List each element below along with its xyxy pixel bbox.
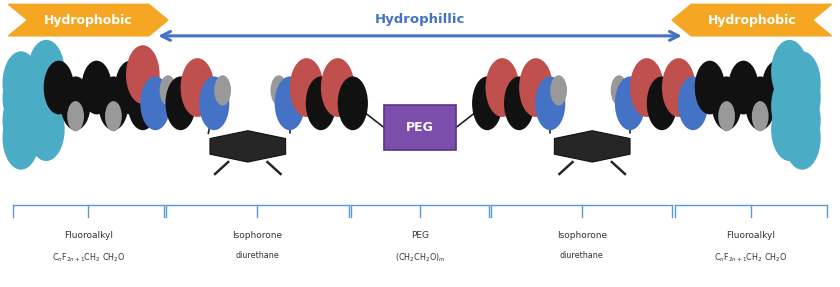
Ellipse shape xyxy=(486,58,519,117)
Ellipse shape xyxy=(160,75,176,106)
Ellipse shape xyxy=(771,74,808,138)
Text: Fluoroalkyl: Fluoroalkyl xyxy=(727,231,775,240)
Ellipse shape xyxy=(306,76,336,130)
Ellipse shape xyxy=(771,97,808,161)
Ellipse shape xyxy=(784,66,821,129)
Ellipse shape xyxy=(3,106,39,170)
Ellipse shape xyxy=(28,40,65,104)
Ellipse shape xyxy=(472,76,502,130)
Ellipse shape xyxy=(784,51,821,115)
Ellipse shape xyxy=(60,76,91,130)
Ellipse shape xyxy=(214,75,231,106)
Ellipse shape xyxy=(128,76,158,130)
Ellipse shape xyxy=(165,76,196,130)
Ellipse shape xyxy=(3,66,39,129)
Ellipse shape xyxy=(44,61,74,115)
Ellipse shape xyxy=(695,61,725,115)
Ellipse shape xyxy=(81,61,112,115)
Ellipse shape xyxy=(630,58,664,117)
Ellipse shape xyxy=(711,76,742,130)
Ellipse shape xyxy=(784,106,821,170)
Text: C$_n$F$_{2n+1}$CH$_2$ CH$_2$O: C$_n$F$_{2n+1}$CH$_2$ CH$_2$O xyxy=(714,251,788,264)
Text: (CH$_2$CH$_2$O)$_m$: (CH$_2$CH$_2$O)$_m$ xyxy=(395,251,445,264)
Ellipse shape xyxy=(28,97,65,161)
Ellipse shape xyxy=(181,58,214,117)
Ellipse shape xyxy=(126,45,160,104)
Ellipse shape xyxy=(611,75,627,106)
FancyBboxPatch shape xyxy=(385,105,455,150)
Ellipse shape xyxy=(338,76,368,130)
Text: PEG: PEG xyxy=(411,231,429,240)
Ellipse shape xyxy=(28,74,65,138)
Polygon shape xyxy=(210,131,286,162)
Ellipse shape xyxy=(504,76,534,130)
Ellipse shape xyxy=(762,61,792,115)
Ellipse shape xyxy=(752,101,769,131)
Ellipse shape xyxy=(771,40,808,104)
Ellipse shape xyxy=(290,58,323,117)
Ellipse shape xyxy=(199,76,229,130)
Text: Fluoroalkyl: Fluoroalkyl xyxy=(64,231,113,240)
Ellipse shape xyxy=(115,61,145,115)
Text: C$_n$F$_{2n+1}$CH$_2$ CH$_2$O: C$_n$F$_{2n+1}$CH$_2$ CH$_2$O xyxy=(51,251,125,264)
Text: Hydrophobic: Hydrophobic xyxy=(707,13,796,27)
Ellipse shape xyxy=(3,89,39,152)
Ellipse shape xyxy=(275,76,305,130)
Text: Hydrophillic: Hydrophillic xyxy=(375,13,465,26)
Text: diurethane: diurethane xyxy=(559,251,604,260)
Ellipse shape xyxy=(784,89,821,152)
Ellipse shape xyxy=(67,101,84,131)
Polygon shape xyxy=(672,4,832,36)
Ellipse shape xyxy=(678,76,708,130)
Ellipse shape xyxy=(662,58,696,117)
Ellipse shape xyxy=(615,76,645,130)
Ellipse shape xyxy=(695,75,711,106)
Ellipse shape xyxy=(535,76,565,130)
Text: Isophorone: Isophorone xyxy=(557,231,606,240)
Ellipse shape xyxy=(745,76,775,130)
Ellipse shape xyxy=(105,101,122,131)
Text: diurethane: diurethane xyxy=(235,251,280,260)
Polygon shape xyxy=(8,4,168,36)
Ellipse shape xyxy=(270,75,287,106)
Ellipse shape xyxy=(3,51,39,115)
Ellipse shape xyxy=(519,58,553,117)
Text: Hydrophobic: Hydrophobic xyxy=(44,13,133,27)
Ellipse shape xyxy=(98,76,129,130)
Ellipse shape xyxy=(718,101,735,131)
Polygon shape xyxy=(554,131,630,162)
Text: Isophorone: Isophorone xyxy=(233,231,282,240)
Ellipse shape xyxy=(774,76,805,130)
Ellipse shape xyxy=(140,76,171,130)
Ellipse shape xyxy=(550,75,567,106)
Ellipse shape xyxy=(321,58,354,117)
Text: PEG: PEG xyxy=(406,121,434,134)
Ellipse shape xyxy=(728,61,759,115)
Ellipse shape xyxy=(647,76,677,130)
